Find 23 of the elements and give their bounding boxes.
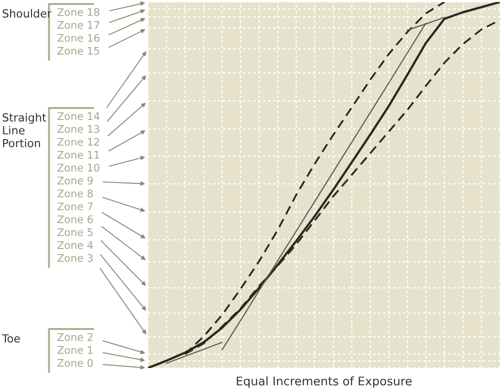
text: Toe [2,334,20,343]
text: Zone 14 [57,112,100,120]
text: Zone 15 [57,46,100,55]
text: Zone 12 [57,138,100,146]
text: Zone 3 [57,254,93,262]
text: Zone 0 [57,358,93,367]
text: Zone 13 [57,125,100,133]
text: Zone 18 [57,8,100,16]
text: Zone 1 [57,346,92,354]
text: Zone 5 [57,228,93,236]
text: Zone 8 [57,190,93,198]
x-axis-title: Equal Increments of Exposure [236,376,412,388]
text: Zone 7 [57,202,93,210]
text: Zone 16 [57,34,100,42]
text: Straight Line Portion [2,113,46,148]
text: Zone 6 [57,215,93,224]
text: Shoulder [2,9,52,18]
text: Zone 11 [57,150,100,159]
text: Zone 10 [57,164,100,172]
text: Zone 17 [57,21,100,29]
text: Zone 4 [57,241,93,250]
text: Zone 9 [57,176,93,185]
text: Zone 2 [57,333,92,342]
